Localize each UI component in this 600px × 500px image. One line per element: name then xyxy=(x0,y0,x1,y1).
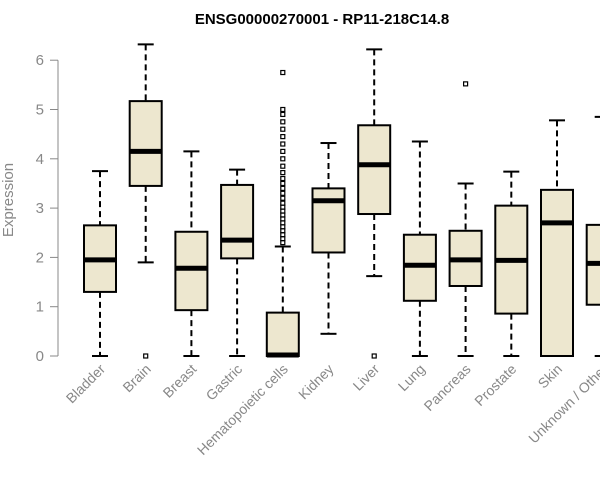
outlier-point xyxy=(280,141,286,147)
box-unknown-other xyxy=(585,115,600,357)
y-tick-label: 2 xyxy=(36,249,44,266)
outlier-point xyxy=(280,69,286,76)
y-tick-label: 6 xyxy=(36,52,44,69)
outlier-point xyxy=(371,353,377,359)
y-tick-label: 5 xyxy=(36,102,44,119)
x-tick-label: Brain xyxy=(119,361,153,395)
y-tick-label: 4 xyxy=(36,151,44,168)
x-tick-label: Gastric xyxy=(203,361,246,404)
outlier-point xyxy=(280,175,286,182)
x-tick-label: Liver xyxy=(350,361,383,394)
box-iqr xyxy=(174,230,209,312)
box-breast xyxy=(174,150,209,357)
outlier-point xyxy=(280,200,286,206)
outlier-point xyxy=(280,111,286,118)
box-brain xyxy=(128,43,163,359)
outlier-point xyxy=(463,81,469,87)
box-iqr xyxy=(220,183,255,260)
x-tick-label: Pancreas xyxy=(421,361,474,414)
y-tick-label: 3 xyxy=(36,200,44,217)
box-iqr xyxy=(311,187,346,254)
chart-title: ENSG00000270001 - RP11-218C14.8 xyxy=(195,11,449,28)
x-tick-label: Breast xyxy=(160,361,200,401)
y-axis-label: Expression xyxy=(0,163,17,237)
box-liver xyxy=(357,48,392,359)
box-prostate xyxy=(494,170,529,357)
x-tick-label: Kidney xyxy=(295,361,337,403)
box-iqr xyxy=(357,124,392,216)
box-gastric xyxy=(220,168,255,357)
outlier-point xyxy=(280,190,286,196)
outlier-point xyxy=(143,353,149,359)
y-axis: 0 1 2 3 4 5 6 xyxy=(36,52,59,365)
box-iqr xyxy=(128,100,163,187)
outlier-point xyxy=(280,148,286,155)
x-tick-label: Prostate xyxy=(471,361,519,409)
box-iqr xyxy=(265,311,300,357)
outlier-point xyxy=(280,185,286,191)
box-iqr xyxy=(540,188,574,357)
x-tick-label: Skin xyxy=(535,361,566,392)
outlier-point xyxy=(280,180,286,187)
outlier-point xyxy=(280,119,286,125)
box-pancreas xyxy=(448,81,483,357)
box-kidney xyxy=(311,142,346,335)
y-tick-label: 1 xyxy=(36,299,44,316)
box-hematopoietic-cells xyxy=(265,69,300,358)
x-tick-label: Hematopoietic cells xyxy=(194,361,291,458)
x-tick-label: Bladder xyxy=(63,361,109,407)
box-lung xyxy=(402,140,437,357)
box-skin xyxy=(540,119,574,357)
outlier-point xyxy=(280,134,286,140)
outlier-point xyxy=(280,126,286,132)
boxes-group xyxy=(83,43,600,359)
outlier-point xyxy=(280,106,286,113)
box-bladder xyxy=(83,170,117,357)
outlier-point xyxy=(280,195,286,201)
y-tick-label: 0 xyxy=(36,348,44,365)
x-tick-label: Lung xyxy=(395,361,428,394)
outlier-point xyxy=(280,156,286,162)
outlier-point xyxy=(280,163,286,169)
outlier-point xyxy=(280,170,286,176)
